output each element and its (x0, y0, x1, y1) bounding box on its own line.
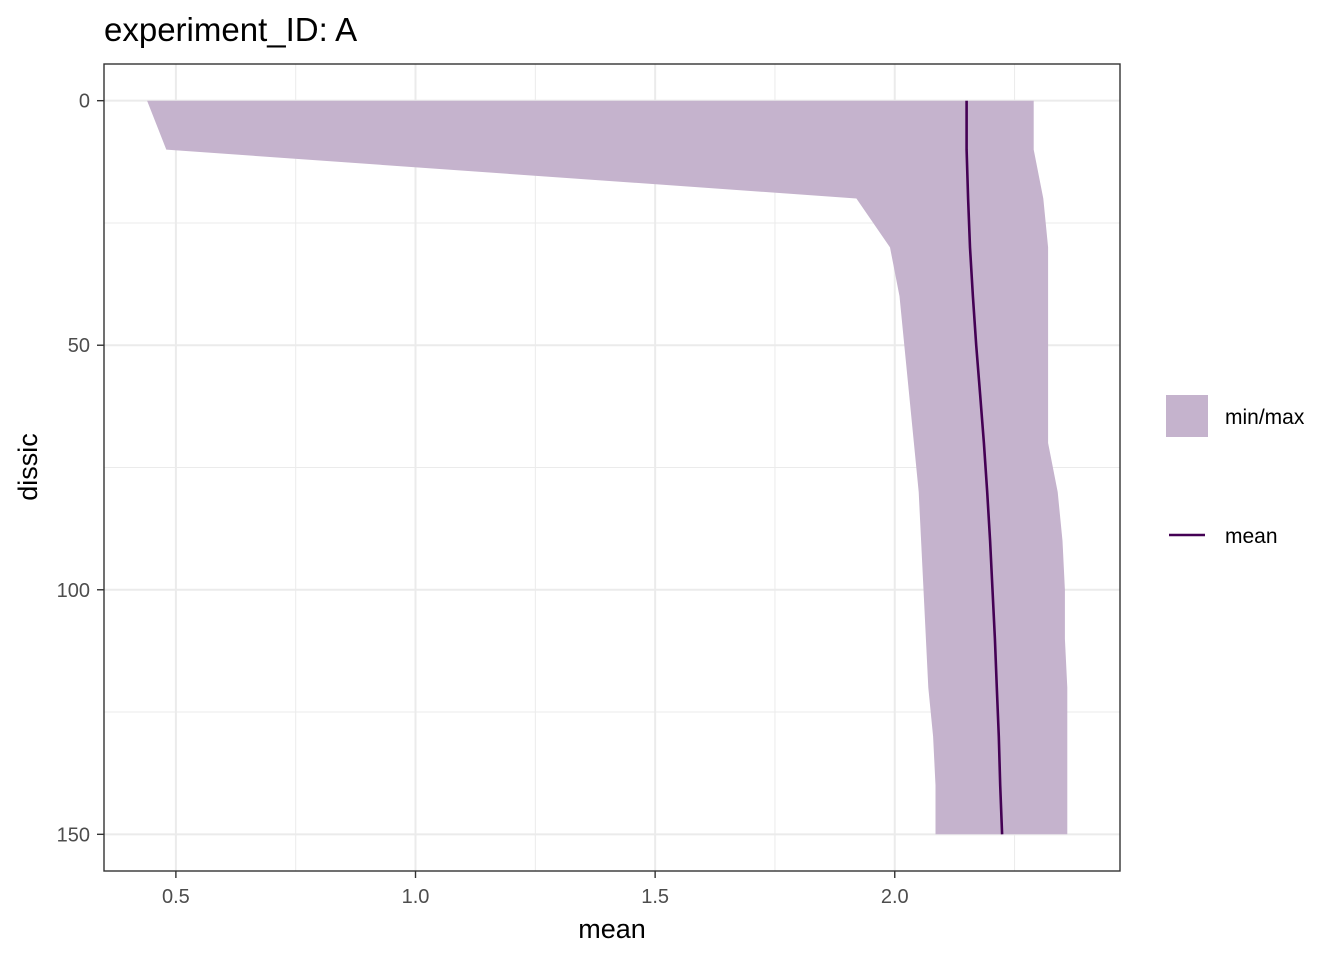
ribbon-min-max (147, 100, 1068, 835)
legend-key-0 (1166, 395, 1208, 437)
line-layer (965, 100, 1004, 835)
x-tick-label-3: 2.0 (881, 886, 909, 908)
y-tick-label-3: 150 (57, 824, 90, 846)
legend: min/max mean (1166, 395, 1305, 548)
grid-lines (104, 64, 1120, 871)
x-axis: 0.5 1.0 1.5 2.0 (162, 871, 909, 908)
ribbon-layer (147, 100, 1068, 835)
y-tick-label-0: 0 (79, 91, 90, 113)
legend-label-0: min/max (1225, 406, 1305, 429)
series-line-mean (965, 100, 1004, 835)
legend-label-1: mean (1225, 525, 1278, 548)
y-axis: 0 50 100 150 (57, 91, 104, 846)
x-tick-label-0: 0.5 (162, 886, 190, 908)
chart-title: experiment_ID: A (104, 11, 357, 48)
plot-panel-border (103, 63, 1121, 872)
y-axis-title: dissic (13, 433, 43, 501)
x-axis-title: mean (578, 914, 646, 944)
y-tick-label-2: 100 (57, 580, 90, 602)
y-tick-label-1: 50 (68, 335, 90, 357)
x-tick-label-1: 1.0 (402, 886, 430, 908)
x-tick-label-2: 1.5 (641, 886, 669, 908)
